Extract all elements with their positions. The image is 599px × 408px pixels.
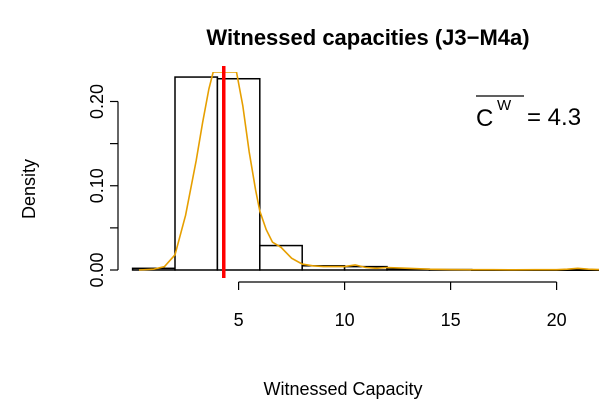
mean-annotation: C W = 4.3 (476, 95, 581, 132)
x-tick-label: 20 (547, 310, 567, 330)
histogram-bar (343, 265, 388, 271)
y-tick-label: 0.20 (87, 84, 107, 119)
density-curve-group (138, 72, 599, 271)
histogram-bar (259, 244, 303, 271)
y-axis-label: Density (19, 159, 39, 219)
x-axis: 5 10 15 20 (234, 281, 567, 330)
annotation-value: = 4.3 (527, 104, 581, 131)
x-tick-label: 15 (441, 310, 461, 330)
x-tick-label: 10 (335, 310, 355, 330)
y-tick-label: 0.10 (87, 168, 107, 203)
histogram-bar (174, 76, 219, 271)
x-tick-label: 5 (234, 310, 244, 330)
y-axis: 0.00 0.10 0.20 (87, 84, 119, 288)
y-tick-label: 0.00 (87, 252, 107, 287)
annotation-superscript: W (497, 97, 512, 114)
x-axis-label: Witnessed Capacity (263, 379, 422, 399)
density-curve (138, 72, 599, 271)
chart-title: Witnessed capacities (J3−M4a) (206, 25, 529, 50)
annotation-symbol: C (476, 105, 493, 132)
